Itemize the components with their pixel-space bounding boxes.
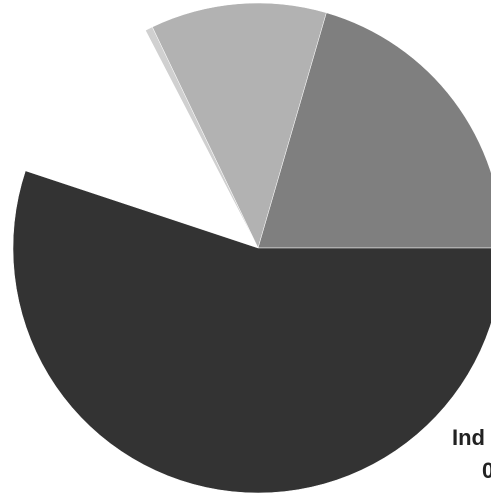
pie-slice-2 <box>151 2 327 249</box>
pie-slice-5 <box>12 170 491 493</box>
cut-label-line2: 0 <box>482 458 491 483</box>
pie-slice-1 <box>257 12 491 249</box>
cut-label-line1: Ind <box>452 425 485 450</box>
pie-slice-4 <box>25 30 259 249</box>
